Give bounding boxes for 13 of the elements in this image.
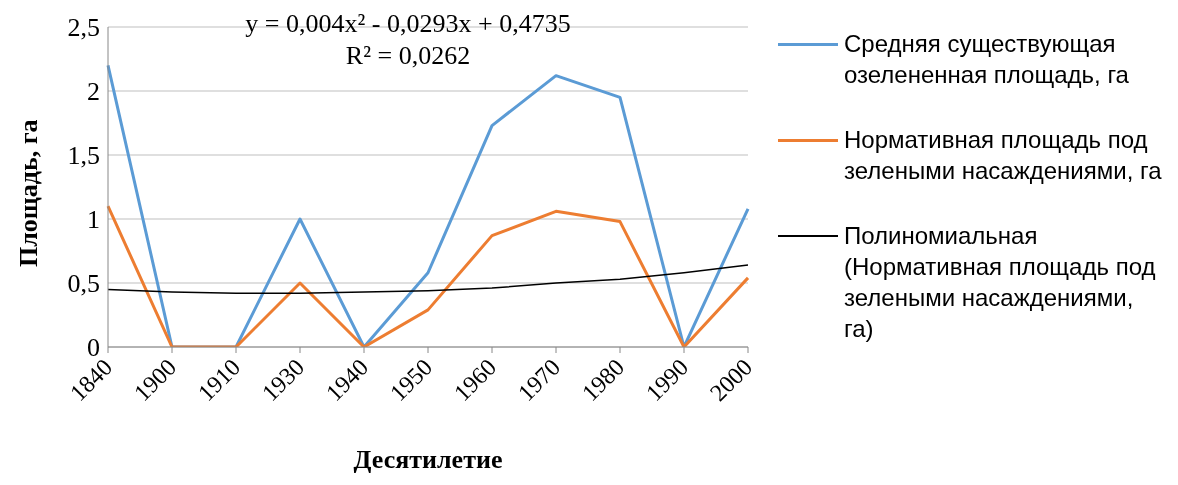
annotation: y = 0,004x² - 0,0293x + 0,4735 <box>244 8 572 40</box>
legend-label: Средняя существующая озелененная площадь, га <box>844 29 1130 90</box>
y-tick-label: 1,5 <box>67 141 100 171</box>
legend-label: Полиномиальная (Нормативная площадь под зелеными насаждениями, га) <box>844 221 1157 344</box>
y-tick-label: 2 <box>87 77 100 107</box>
line-series <box>107 264 749 294</box>
y-axis-title: Площадь, га <box>14 119 44 267</box>
annotation: R² = 0,0262 <box>344 40 472 72</box>
y-tick-label: 0,5 <box>67 269 100 299</box>
x-axis-title: Десятилетие <box>353 445 503 474</box>
y-tick-label: 1 <box>87 205 100 235</box>
y-tick-label: 2,5 <box>67 13 100 43</box>
legend-label: Нормативная площадь под зелеными насаждениями, га <box>844 125 1163 186</box>
